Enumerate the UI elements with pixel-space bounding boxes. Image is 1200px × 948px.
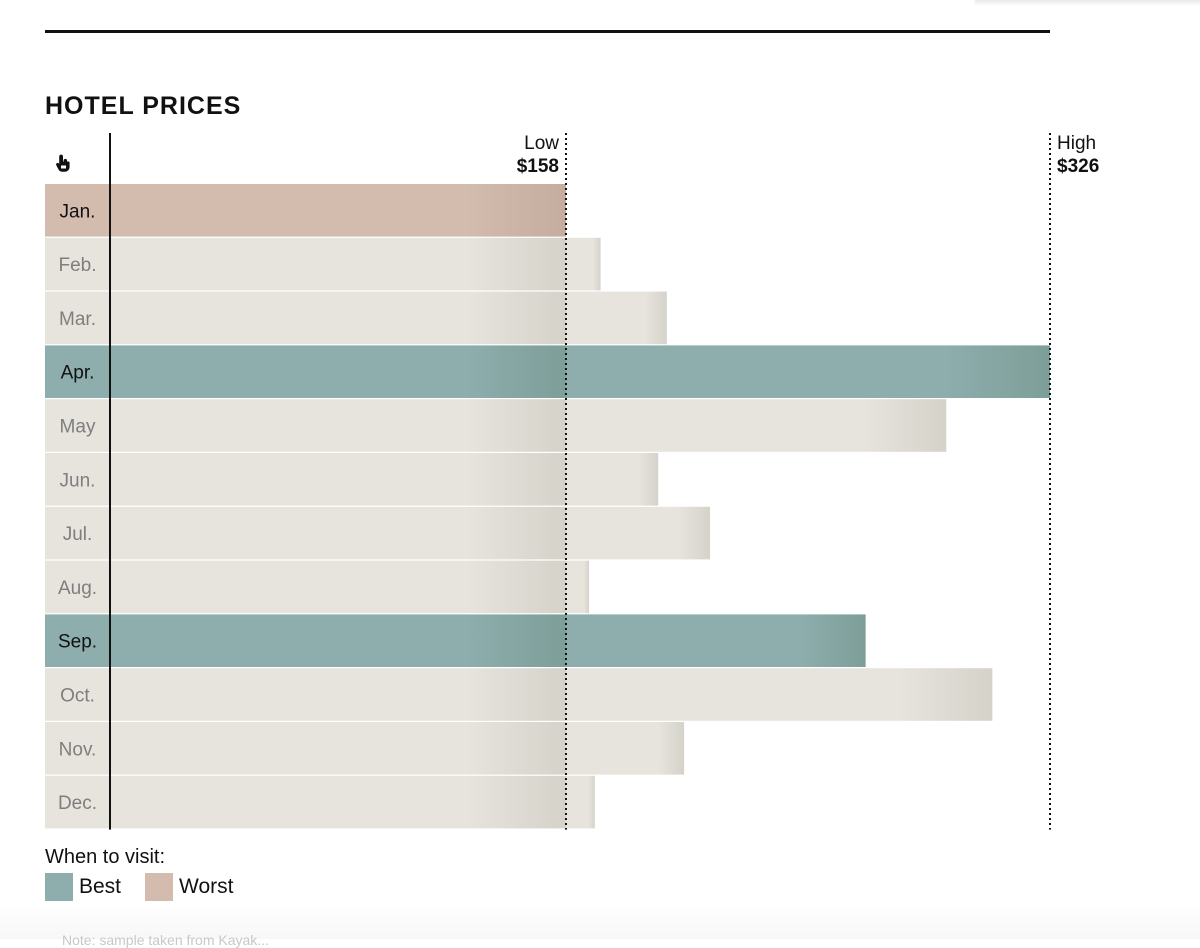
low-value-label: $158 [517, 156, 559, 177]
high-label: High [1057, 133, 1096, 154]
bar-mar[interactable] [110, 291, 566, 345]
bar-extension-jul[interactable] [566, 506, 711, 560]
month-label: Mar. [59, 309, 96, 330]
chart-title: HOTEL PRICES [45, 92, 242, 120]
bar-extension-mar[interactable] [566, 291, 667, 345]
note-text: Note: sample taken from Kayak... [62, 932, 269, 948]
month-label: May [60, 417, 96, 438]
month-label-cell [45, 668, 110, 721]
bar-feb[interactable] [110, 237, 566, 291]
month-label: Apr. [61, 363, 95, 384]
bar-extension-jun[interactable] [566, 453, 659, 506]
month-label-cell [45, 722, 110, 775]
month-label-cell [45, 291, 110, 345]
legend-best: Best [45, 873, 121, 901]
month-label: Aug. [58, 578, 97, 599]
month-label: Oct. [60, 686, 95, 707]
month-label-cell [45, 614, 110, 667]
month-label: Jan. [60, 201, 96, 222]
corner-panel [975, 0, 1200, 2]
note-fade [0, 905, 1200, 939]
month-label: Jul. [63, 524, 93, 545]
month-label-cell [45, 184, 110, 237]
bar-dec[interactable] [110, 775, 566, 829]
month-label-cell [45, 237, 110, 291]
bar-extension-may[interactable] [566, 399, 947, 452]
bar-jun[interactable] [110, 453, 566, 506]
low-label: Low [524, 133, 559, 154]
bar-nov[interactable] [110, 722, 566, 775]
month-label: Jun. [60, 470, 96, 491]
legend-worst-swatch [145, 873, 173, 901]
legend-worst-label: Worst [179, 875, 234, 898]
month-label-cell [45, 560, 110, 614]
bar-extension-sep[interactable] [566, 614, 866, 667]
bar-extension-aug[interactable] [566, 560, 590, 614]
pointer-hand-icon [56, 154, 70, 172]
month-label-cell [45, 399, 110, 452]
bar-sep[interactable] [110, 614, 566, 667]
bar-oct[interactable] [110, 668, 566, 721]
bar-extension-apr[interactable] [566, 345, 1050, 398]
bar-jan[interactable] [110, 184, 566, 237]
month-label-cell [45, 453, 110, 506]
month-label: Feb. [58, 255, 96, 276]
bar-apr[interactable] [110, 345, 566, 398]
bar-extension-dec[interactable] [566, 775, 595, 829]
month-label-cell [45, 506, 110, 560]
legend-worst: Worst [145, 873, 233, 901]
top-rule [45, 30, 1050, 33]
bar-extension-nov[interactable] [566, 722, 685, 775]
high-value-label: $326 [1057, 156, 1099, 177]
month-label: Dec. [58, 793, 97, 814]
legend-best-swatch [45, 873, 73, 901]
month-label: Sep. [58, 632, 97, 653]
bar-extension-feb[interactable] [566, 237, 601, 291]
month-label-cell [45, 345, 110, 398]
bar-aug[interactable] [110, 560, 566, 614]
bar-jul[interactable] [110, 506, 566, 560]
legend-heading: When to visit: [45, 846, 166, 868]
bar-may[interactable] [110, 399, 566, 452]
month-label: Nov. [59, 739, 97, 760]
bar-extension-oct[interactable] [566, 668, 993, 721]
legend-best-label: Best [79, 875, 122, 898]
month-label-cell [45, 775, 110, 829]
